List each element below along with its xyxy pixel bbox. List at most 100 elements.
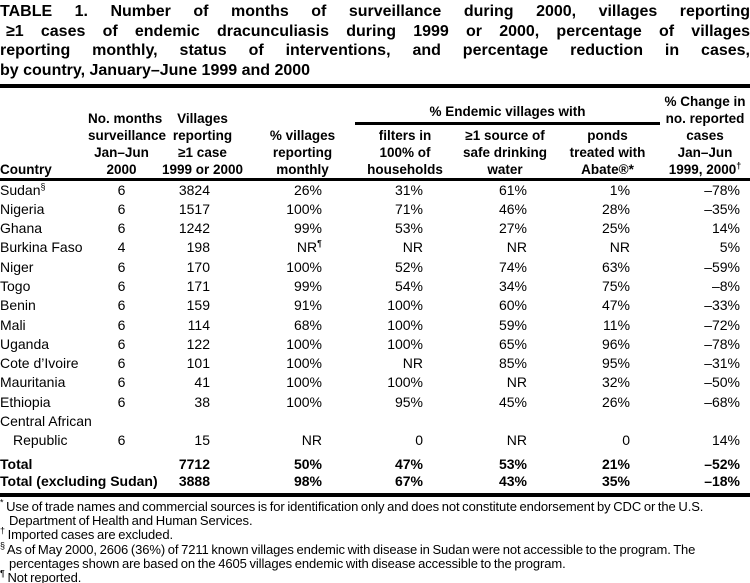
table-title: TABLE 1. Number of months of surveillanc… bbox=[0, 2, 750, 80]
cell-villages bbox=[155, 412, 250, 431]
cell-monthly bbox=[250, 412, 355, 431]
cell-country: Mali bbox=[0, 316, 26, 333]
footnote-marker: § bbox=[0, 540, 5, 551]
cell-filters: 53% bbox=[394, 220, 423, 237]
header-row-sub: filters in 100% of households ≥1 source … bbox=[0, 123, 750, 179]
cell-ponds: 25% bbox=[601, 220, 631, 237]
table-row: Burkina Faso 4 198 NR¶ NR NR NR 5% bbox=[0, 238, 750, 257]
cell-change: –33% bbox=[704, 297, 741, 314]
cell-ponds: 35% bbox=[601, 473, 631, 490]
cell-change: –18% bbox=[704, 473, 741, 490]
table-row: Nigeria 6 1517 100% 71% 46% 28% –35% bbox=[0, 200, 750, 219]
cell-ponds: 47% bbox=[601, 297, 631, 314]
cell-villages: 171 bbox=[186, 277, 210, 294]
cell-monthly: 100% bbox=[286, 258, 322, 275]
cell-water bbox=[455, 412, 555, 431]
footnote: † Imported cases are excluded. bbox=[0, 525, 173, 543]
cell-filters: NR bbox=[402, 239, 423, 256]
cell-change: –78% bbox=[704, 181, 741, 198]
column-header-pct-change: % Change in no. reported cases Jan–Jun 1… bbox=[664, 93, 746, 177]
table-totals: Total 7712 50% 47% 53% 21% –52% Total (excludin… bbox=[0, 451, 750, 495]
cell-country: Togo bbox=[0, 277, 31, 294]
cell-monthly: 100% bbox=[286, 393, 322, 410]
column-header-villages: Villages reporting ≥1 case 1999 or 2000 bbox=[161, 110, 244, 177]
cell-filters: 100% bbox=[387, 335, 423, 352]
cell-country: Republic bbox=[13, 432, 68, 449]
footnotes: * Use of trade names and commercial sour… bbox=[0, 497, 750, 583]
cell-months: 6 bbox=[117, 393, 126, 410]
cell-water: 74% bbox=[498, 258, 527, 275]
cell-filters: NR bbox=[402, 355, 423, 372]
cell-monthly: 100% bbox=[286, 335, 322, 352]
cell-villages: 38 bbox=[194, 393, 210, 410]
cell-water: 85% bbox=[498, 355, 527, 372]
cell-months: 6 bbox=[117, 200, 126, 217]
cell-monthly: 68% bbox=[293, 316, 322, 333]
cell-change: –68% bbox=[704, 393, 741, 410]
cell-ponds: 32% bbox=[601, 374, 631, 391]
table-row: Sudan§ 6 3824 26% 31% 61% 1% –78% bbox=[0, 179, 750, 200]
cell-filters: 31% bbox=[394, 181, 423, 198]
table-row: Mali 6 114 68% 100% 59% 11% –72% bbox=[0, 316, 750, 335]
cell-change bbox=[660, 412, 750, 431]
cell-ponds: 26% bbox=[601, 393, 631, 410]
cell-ponds bbox=[555, 412, 660, 431]
cell-change: –31% bbox=[704, 355, 741, 372]
cell-filters: 100% bbox=[387, 316, 423, 333]
cell-change: 5% bbox=[719, 239, 741, 256]
cell-monthly: 99% bbox=[293, 277, 322, 294]
cell-change: –78% bbox=[704, 335, 741, 352]
table-row: Total 7712 50% 47% 53% 21% –52% bbox=[0, 451, 750, 474]
group-header-endemic-villages: % Endemic villages with bbox=[355, 86, 661, 125]
cell-monthly: 91% bbox=[293, 297, 322, 314]
cell-villages: 15 bbox=[194, 432, 210, 449]
cell-villages: 3888 bbox=[178, 473, 210, 490]
cell-months bbox=[88, 412, 155, 431]
cell-villages: 1517 bbox=[178, 200, 210, 217]
cell-change: –52% bbox=[704, 455, 741, 472]
cell-ponds: NR bbox=[609, 239, 631, 256]
cell-country: Ethiopia bbox=[0, 393, 51, 410]
cell-country: Benin bbox=[0, 297, 36, 314]
cell-months: 6 bbox=[117, 277, 126, 294]
header-row-group: Country No. months surveillance Jan–Jun … bbox=[0, 86, 750, 177]
cell-change: 14% bbox=[711, 220, 741, 237]
table-row: Central African bbox=[0, 412, 750, 431]
cell-villages: 3824 bbox=[178, 181, 210, 198]
cell-months: 6 bbox=[117, 181, 126, 198]
cell-country: Niger bbox=[0, 258, 34, 275]
cell-ponds: 96% bbox=[601, 335, 631, 352]
cell-months: 6 bbox=[117, 355, 126, 372]
table-body: Sudan§ 6 3824 26% 31% 61% 1% –78% Nigeria 6 1517 10… bbox=[0, 179, 750, 451]
cell-villages: 1242 bbox=[178, 220, 210, 237]
cell-water: NR bbox=[506, 374, 527, 391]
cell-filters: 0 bbox=[415, 432, 423, 449]
cell-villages: 7712 bbox=[178, 455, 210, 472]
cell-country: Sudan§ bbox=[0, 180, 46, 198]
cell-water: 60% bbox=[498, 297, 527, 314]
cell-water: 27% bbox=[498, 220, 527, 237]
cell-monthly: 100% bbox=[286, 200, 322, 217]
cell-monthly: 26% bbox=[293, 181, 322, 198]
cell-months: 6 bbox=[117, 374, 126, 391]
cell-ponds: 28% bbox=[601, 200, 631, 217]
cell-change: –50% bbox=[704, 374, 741, 391]
cell-country: Nigeria bbox=[0, 200, 45, 217]
footnote-marker: * bbox=[0, 497, 4, 508]
cell-water: 59% bbox=[498, 316, 527, 333]
column-header-pct-monthly: % villages reporting monthly bbox=[269, 127, 336, 177]
cell-water: 46% bbox=[498, 200, 527, 217]
cell-ponds: 21% bbox=[601, 455, 631, 472]
column-header-ponds: ponds treated with Abate®* bbox=[569, 127, 646, 177]
cell-filters: 67% bbox=[394, 473, 423, 490]
cell-filters: 100% bbox=[387, 297, 423, 314]
cell-filters: 71% bbox=[394, 200, 423, 217]
cell-months: 4 bbox=[117, 239, 126, 256]
cell-villages: 114 bbox=[187, 316, 210, 333]
table-title-line: by country, January–June 1999 and 2000 bbox=[0, 61, 311, 79]
cell-water: 53% bbox=[498, 455, 527, 472]
table-row: Cote d’Ivoire 6 101 100% NR 85% 95% –31% bbox=[0, 354, 750, 373]
table-row: Uganda 6 122 100% 100% 65% 96% –78% bbox=[0, 335, 750, 354]
cell-water: NR bbox=[506, 432, 527, 449]
footnote: ¶ Not reported. bbox=[0, 568, 82, 583]
